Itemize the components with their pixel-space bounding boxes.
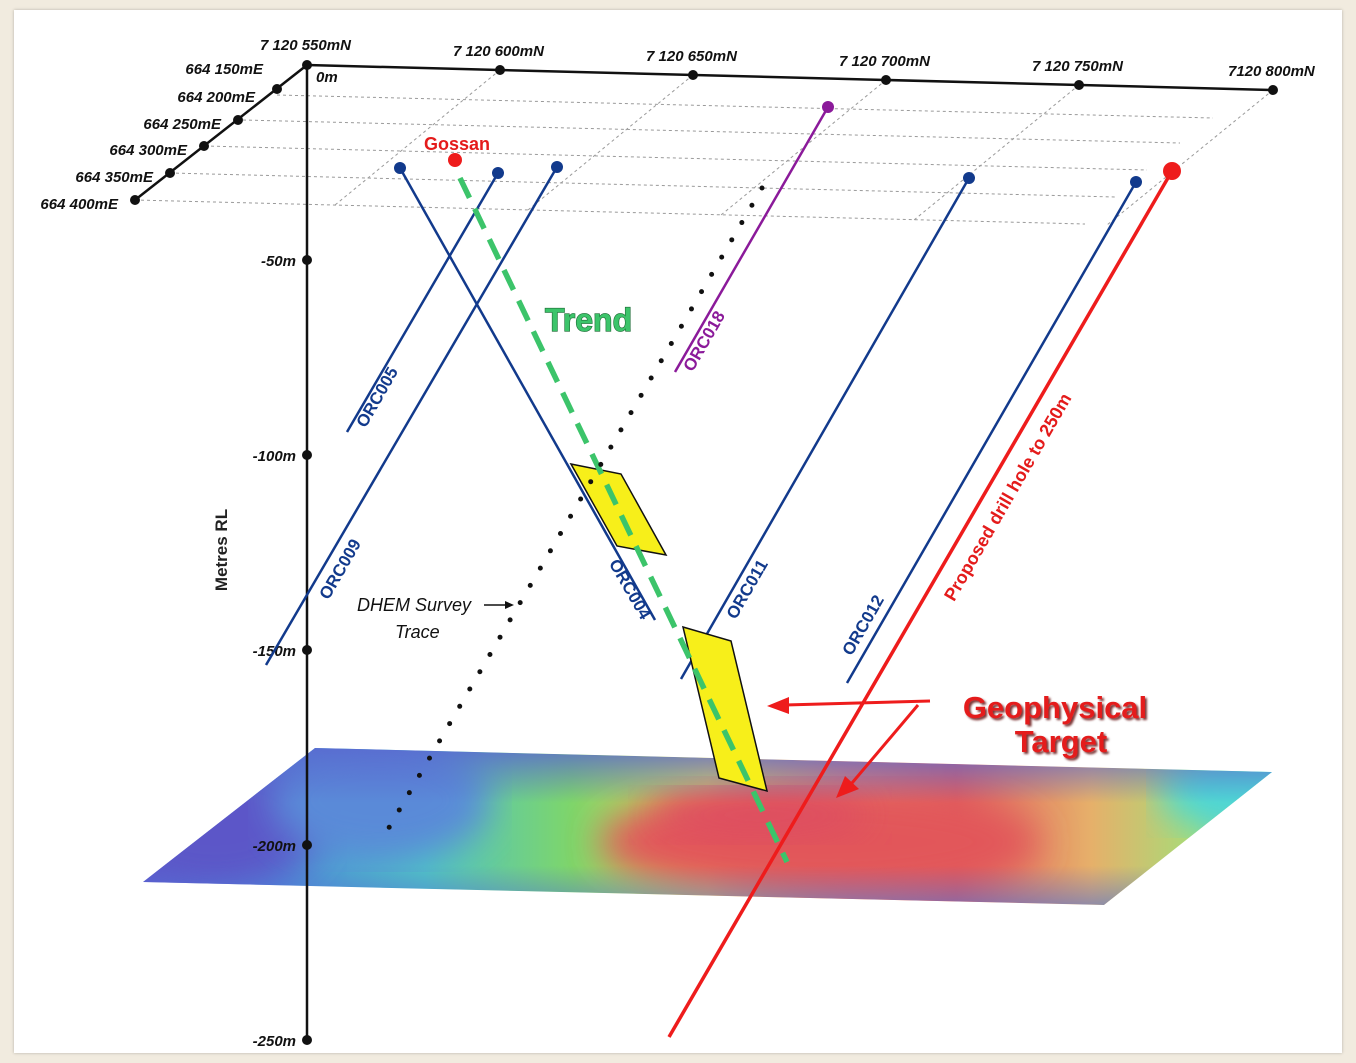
gossan-label: Gossan [424,134,490,154]
collar-marker [551,161,563,173]
plan-grid [134,69,1274,226]
axis-tick [165,168,175,178]
easting-label: 664 400mE [40,196,119,213]
easting-label: 664 300mE [109,142,188,159]
axis-tick [302,840,312,850]
dhem-survey-trace [377,185,765,846]
collar-marker [963,172,975,184]
depth-label: -250m [253,1033,296,1050]
axis-tick [881,75,891,85]
trend-label: Trend [545,302,632,338]
drill-hole-orc004 [398,167,657,621]
geophysical-surface [143,748,1272,905]
hole-label-orc018: ORC018 [679,308,729,375]
depth-label: -100m [253,448,296,465]
dhem-label-line2: Trace [395,622,440,642]
hole-label-orc005: ORC005 [352,364,402,431]
proposed-collar-marker [1163,162,1181,180]
drill-hole-orc018 [673,106,830,373]
proposed-drill-hole [667,170,1174,1038]
axis-tick [1074,80,1084,90]
easting-label: 664 150mE [185,61,264,78]
target-plate-lower [681,625,769,793]
metres-rl-axis-title: Metres RL [212,509,231,591]
gossan-marker [448,153,462,167]
hole-label-orc004: ORC004 [605,556,655,623]
axis-tick [130,195,140,205]
axis-tick [302,60,312,70]
axis-tick [199,141,209,151]
depth-label: -200m [253,838,296,855]
axis-tick [495,65,505,75]
target-label-line2: Target [1015,724,1107,759]
depth-label: -50m [261,253,296,270]
northing-label: 7 120 650mN [646,48,738,65]
dhem-label-line1: DHEM Survey [357,595,472,615]
collar-marker [394,162,406,174]
proposed-hole-label: Proposed drill hole to 250m [940,390,1075,604]
target-plate-upper [569,462,668,557]
drill-hole-orc012 [845,181,1138,684]
axis-tick [302,1035,312,1045]
axis-tick [302,645,312,655]
target-label-line1: Geophysical [963,690,1147,725]
northing-axis-line [306,63,1274,92]
northing-label: 7120 800mN [1228,63,1316,80]
depth-label: 0m [316,69,338,86]
trend-line [457,176,790,864]
easting-label: 664 200mE [177,89,256,106]
drill-hole-orc005 [345,172,500,433]
collar-marker [492,167,504,179]
axes [130,60,1278,1045]
collar-marker [1130,176,1142,188]
easting-label: 664 350mE [75,169,154,186]
drill-hole-orc011 [679,177,971,680]
axis-tick [302,450,312,460]
northing-label: 7 120 750mN [1032,58,1124,75]
easting-label: 664 250mE [143,116,222,133]
axis-tick [272,84,282,94]
northing-label: 7 120 600mN [453,43,545,60]
drill-hole-orc009 [264,166,559,666]
collar-marker [822,101,834,113]
northing-label: 7 120 700mN [839,53,931,70]
axis-tick [1268,85,1278,95]
axis-labels: 7 120 550mN 7 120 600mN 7 120 650mN 7 12… [40,37,1315,1050]
drill-holes [264,101,1142,684]
dhem-pointer-arrow [484,601,514,609]
axis-tick [688,70,698,80]
axis-tick [233,115,243,125]
axis-tick [302,255,312,265]
northing-label: 7 120 550mN [260,37,352,54]
target-arrows [767,697,931,798]
